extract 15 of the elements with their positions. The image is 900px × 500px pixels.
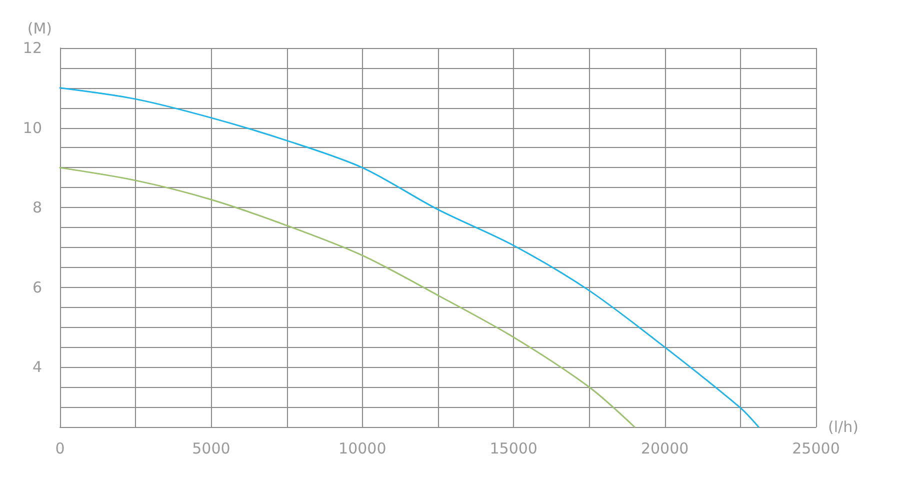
x-tick-label: 20000: [640, 440, 689, 458]
y-tick-label: 10: [22, 118, 42, 137]
x-tick-label: 25000: [792, 440, 840, 458]
x-tick-label: 10000: [338, 440, 386, 458]
line-series: [59, 87, 760, 428]
x-axis-title: (l/h): [828, 418, 858, 436]
x-tick-label: 15000: [490, 440, 538, 458]
y-tick-label: 8: [32, 198, 42, 217]
y-tick-label: 12: [22, 39, 42, 57]
y-tick-label: 4: [32, 358, 42, 376]
x-tick-label: 5000: [192, 440, 230, 458]
y-tick-label: 6: [32, 278, 42, 296]
y-axis-title: (M): [27, 20, 52, 38]
x-tick-label: 0: [55, 440, 65, 458]
line-series: [59, 166, 636, 428]
